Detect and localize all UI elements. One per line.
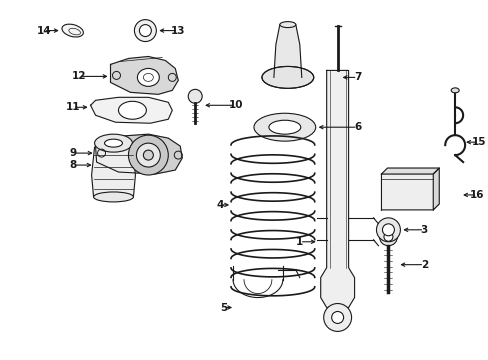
- Text: 5: 5: [220, 302, 227, 312]
- Polygon shape: [320, 71, 354, 307]
- Text: 3: 3: [420, 225, 427, 235]
- Circle shape: [128, 135, 168, 175]
- Polygon shape: [95, 134, 182, 174]
- Circle shape: [376, 218, 400, 242]
- Ellipse shape: [253, 113, 315, 141]
- Ellipse shape: [450, 88, 458, 93]
- Circle shape: [379, 228, 397, 246]
- Text: 16: 16: [469, 190, 483, 200]
- Ellipse shape: [137, 68, 159, 86]
- Text: 13: 13: [171, 26, 185, 36]
- Text: 8: 8: [69, 160, 76, 170]
- Text: 15: 15: [471, 137, 486, 147]
- Circle shape: [134, 20, 156, 41]
- Ellipse shape: [62, 24, 83, 37]
- Polygon shape: [90, 97, 172, 123]
- Polygon shape: [273, 24, 301, 77]
- Text: 9: 9: [69, 148, 76, 158]
- Circle shape: [188, 89, 202, 103]
- Circle shape: [382, 224, 394, 236]
- Text: 4: 4: [216, 200, 224, 210]
- Text: 12: 12: [71, 71, 86, 81]
- Circle shape: [383, 232, 392, 241]
- Circle shape: [139, 24, 151, 37]
- Ellipse shape: [93, 192, 133, 202]
- Circle shape: [323, 303, 351, 332]
- Ellipse shape: [118, 101, 146, 119]
- Polygon shape: [91, 147, 135, 197]
- Ellipse shape: [268, 120, 300, 134]
- Circle shape: [136, 143, 160, 167]
- Text: 1: 1: [296, 237, 303, 247]
- Ellipse shape: [279, 22, 295, 28]
- Text: 7: 7: [353, 72, 361, 82]
- Text: 11: 11: [65, 102, 80, 112]
- Polygon shape: [381, 168, 438, 174]
- Polygon shape: [110, 57, 178, 94]
- Ellipse shape: [262, 67, 313, 88]
- Polygon shape: [381, 168, 438, 210]
- Text: 6: 6: [353, 122, 361, 132]
- Polygon shape: [432, 168, 438, 210]
- Text: 10: 10: [228, 100, 243, 110]
- Ellipse shape: [94, 134, 132, 152]
- Text: 2: 2: [420, 260, 427, 270]
- Circle shape: [143, 150, 153, 160]
- Ellipse shape: [104, 139, 122, 147]
- Circle shape: [331, 311, 343, 323]
- Text: 14: 14: [37, 26, 51, 36]
